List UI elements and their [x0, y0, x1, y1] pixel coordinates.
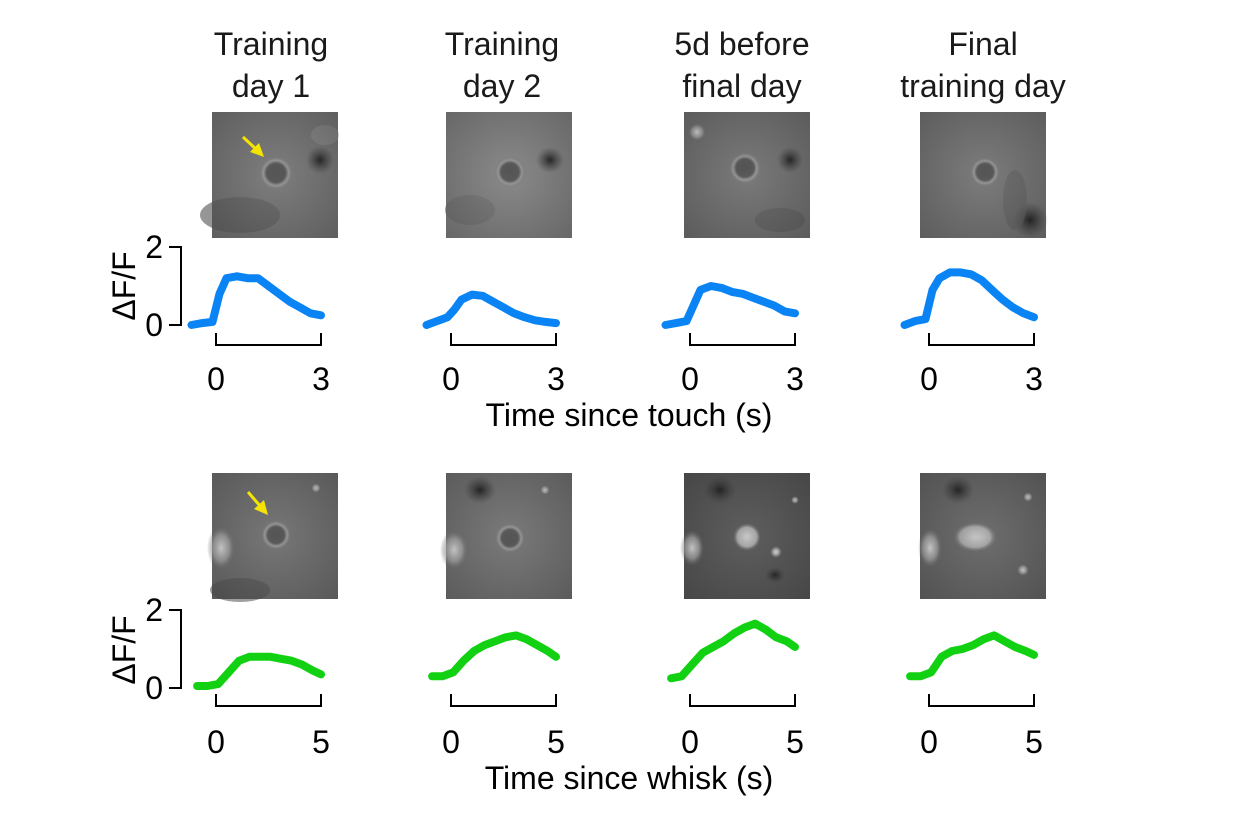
x-axis-2 — [450, 333, 557, 346]
yellow-arrow-icon — [246, 491, 268, 515]
micrograph-touch-final — [920, 112, 1048, 238]
x-tick-label-end-3: 3 — [786, 361, 804, 397]
x-axis-1 — [215, 333, 322, 346]
x-tick-label-start-1: 0 — [207, 724, 225, 760]
col-title-3-line1: 5d before — [674, 26, 809, 62]
x-tick-label-start-1: 0 — [207, 361, 225, 397]
y-axis-label: ΔF/F — [106, 251, 142, 320]
column-titles: Training day 1 Training day 2 5d before … — [214, 26, 1066, 104]
yellow-arrow-icon — [241, 135, 264, 157]
y-axis — [169, 246, 182, 326]
micrograph-touch-day2 — [445, 112, 572, 238]
col-title-3-line2: final day — [682, 68, 801, 104]
y-tick-label-0: 0 — [145, 307, 163, 343]
x-tick-label-end-1: 3 — [312, 361, 330, 397]
micrograph-whisk-final — [918, 473, 1046, 599]
micrograph-whisk-day1 — [207, 473, 338, 602]
x-tick-label-end-1: 5 — [312, 724, 330, 760]
col-title-4-line1: Final — [948, 26, 1017, 62]
x-axis-1 — [215, 694, 322, 707]
trace-whisk-4 — [906, 631, 1038, 681]
x-tick-label-end-2: 5 — [547, 724, 565, 760]
micrograph-touch-day1 — [200, 112, 339, 238]
x-tick-label-start-3: 0 — [681, 361, 699, 397]
x-axis-3 — [689, 333, 796, 346]
trace-touch-1 — [187, 272, 325, 329]
col-title-1-line2: day 1 — [232, 68, 310, 104]
x-tick-label-start-4: 0 — [920, 724, 938, 760]
trace-touch-3 — [661, 282, 799, 329]
x-tick-label-end-4: 3 — [1025, 361, 1043, 397]
col-title-2-line1: Training — [445, 26, 559, 62]
x-axis-2 — [450, 694, 557, 707]
x-axis-label: Time since whisk (s) — [485, 760, 774, 796]
whisk-images — [207, 473, 1046, 602]
trace-whisk-3 — [667, 619, 799, 683]
x-tick-label-start-2: 0 — [442, 724, 460, 760]
x-tick-label-start-4: 0 — [920, 361, 938, 397]
col-title-1-line1: Training — [214, 26, 328, 62]
col-title-4-line2: training day — [900, 68, 1065, 104]
x-axis-4 — [928, 333, 1035, 346]
trace-touch-2 — [422, 290, 560, 329]
micrograph-whisk-day2 — [440, 473, 572, 599]
touch-images — [200, 112, 1048, 238]
x-tick-label-end-4: 5 — [1025, 724, 1043, 760]
trace-touch-4 — [900, 268, 1038, 329]
micrograph-whisk-5d — [680, 473, 810, 599]
y-tick-label-0: 0 — [145, 670, 163, 706]
x-axis-4 — [928, 694, 1035, 707]
trace-whisk-2 — [428, 631, 560, 681]
y-axis — [169, 609, 182, 689]
y-tick-label-2: 2 — [145, 592, 163, 628]
x-tick-label-start-2: 0 — [442, 361, 460, 397]
micrograph-touch-5d — [684, 112, 810, 238]
x-tick-label-start-3: 0 — [681, 724, 699, 760]
x-axis-3 — [689, 694, 796, 707]
col-title-2-line2: day 2 — [463, 68, 541, 104]
x-tick-label-end-3: 5 — [786, 724, 804, 760]
x-axis-label: Time since touch (s) — [486, 397, 773, 433]
y-axis-label: ΔF/F — [106, 615, 142, 684]
trace-whisk-1 — [193, 652, 325, 690]
y-tick-label-2: 2 — [145, 229, 163, 265]
x-tick-label-end-2: 3 — [547, 361, 565, 397]
